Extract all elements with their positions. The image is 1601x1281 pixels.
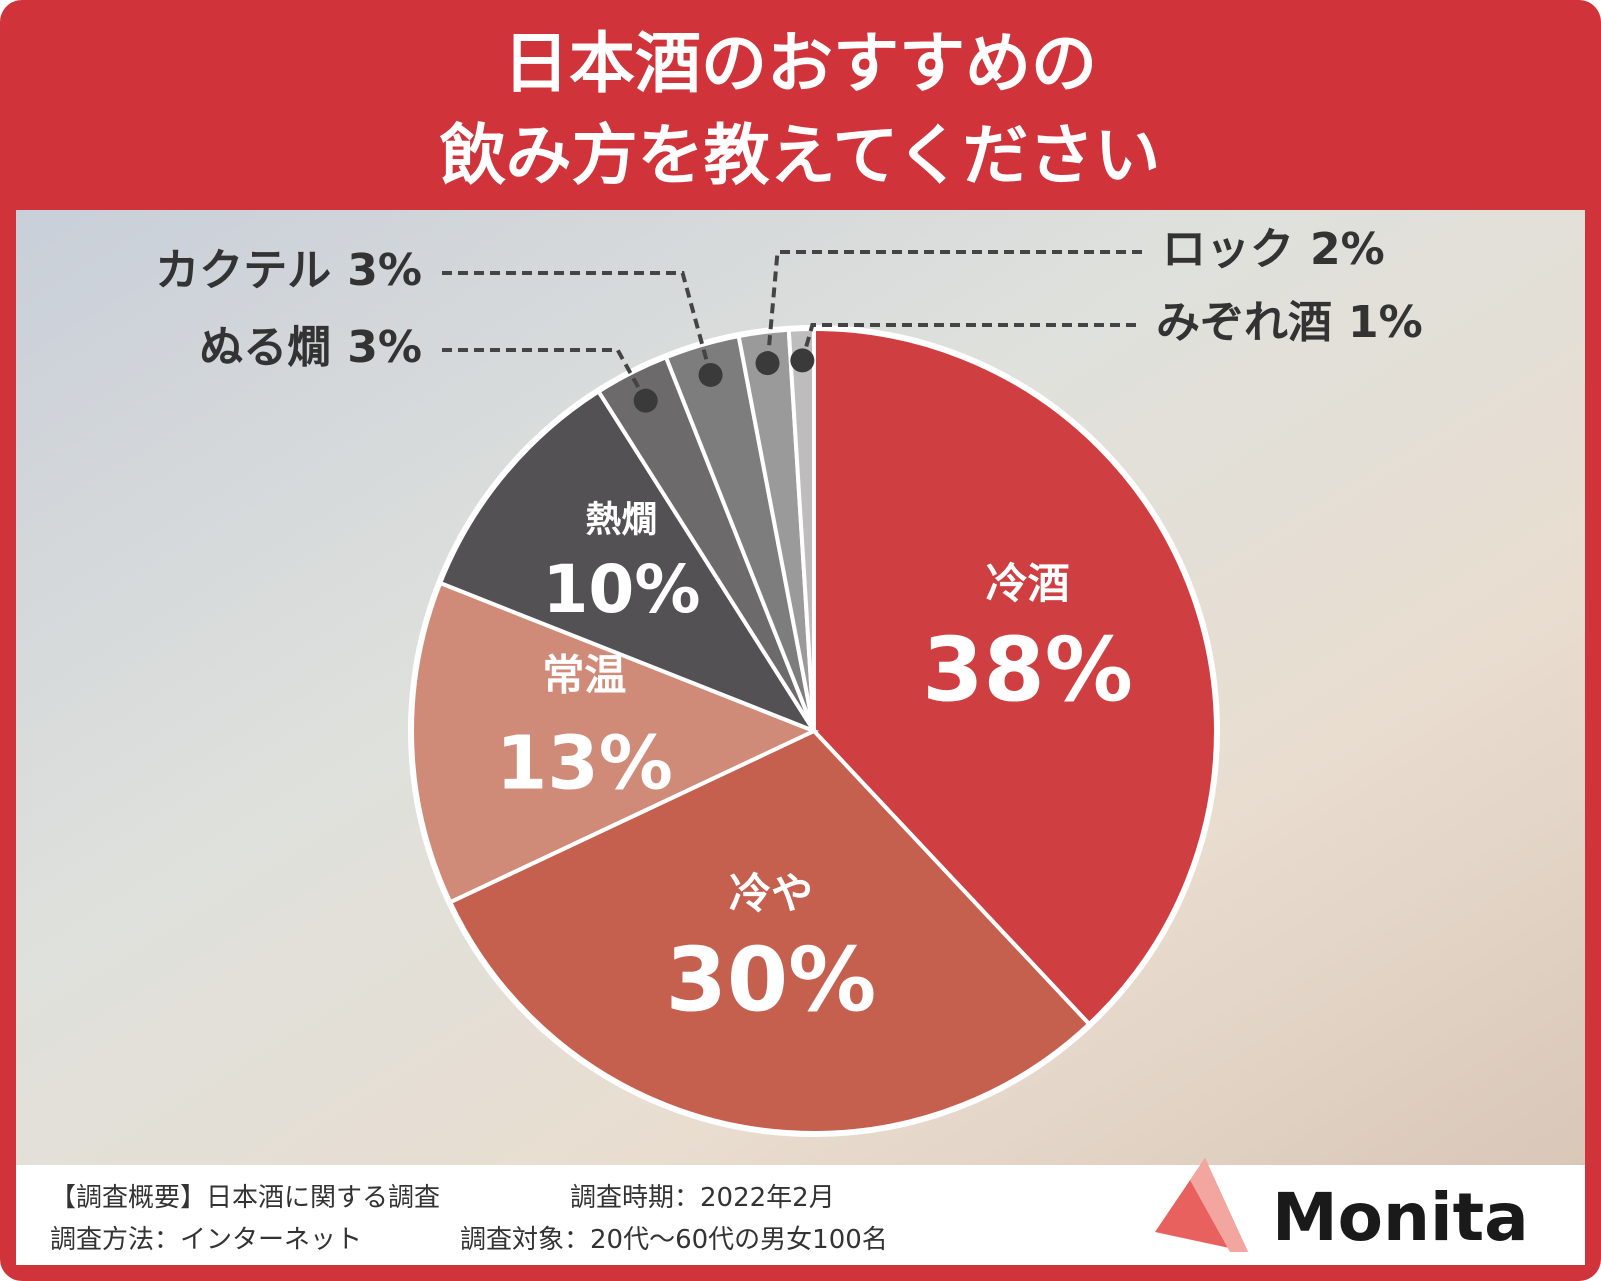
category-label: 冷や	[729, 869, 813, 918]
category-label: カクテル	[155, 245, 331, 296]
leader-line	[765, 250, 1142, 364]
value-label: 13%	[496, 721, 673, 807]
value-label: 2%	[1310, 224, 1385, 275]
category-label: ロック	[1162, 224, 1294, 275]
leader-dot	[755, 351, 780, 376]
pie-outline	[408, 325, 1220, 1137]
outside-label: ロック 2%	[1162, 224, 1385, 275]
leader-dot	[790, 348, 815, 373]
outside-label: ぬる燗 3%	[199, 322, 422, 373]
value-label: 30%	[666, 929, 877, 1032]
footer-text: 調査方法：インターネット 調査対象：20代〜60代の男女100名	[50, 1225, 888, 1255]
leader-line	[442, 271, 713, 376]
category-label: 熱燗	[585, 500, 657, 541]
category-label: みぞれ酒	[1156, 297, 1332, 348]
chart-title: 日本酒のおすすめの	[503, 25, 1097, 102]
footer-text: 【調査概要】日本酒に関する調査 調査時期：2022年2月	[50, 1183, 835, 1213]
leader-dot	[633, 388, 658, 413]
logo-icon	[1190, 1158, 1248, 1252]
outside-label: カクテル 3%	[155, 245, 422, 296]
leader-line	[442, 348, 648, 402]
value-label: 1%	[1348, 297, 1423, 348]
value-label: 10%	[542, 551, 700, 628]
leader-dot	[698, 362, 723, 387]
chart-title: 飲み方を教えてください	[440, 117, 1161, 194]
footer-band	[16, 1165, 1585, 1265]
leader-line	[800, 323, 1136, 361]
category-label: ぬる燗	[199, 322, 331, 373]
category-label: 冷酒	[986, 559, 1070, 608]
value-label: 38%	[922, 618, 1133, 721]
value-label: 3%	[347, 245, 422, 296]
category-label: 常温	[542, 651, 626, 700]
value-label: 3%	[347, 322, 422, 373]
logo: Monita	[1272, 1179, 1529, 1256]
outside-label: みぞれ酒 1%	[1156, 297, 1423, 348]
